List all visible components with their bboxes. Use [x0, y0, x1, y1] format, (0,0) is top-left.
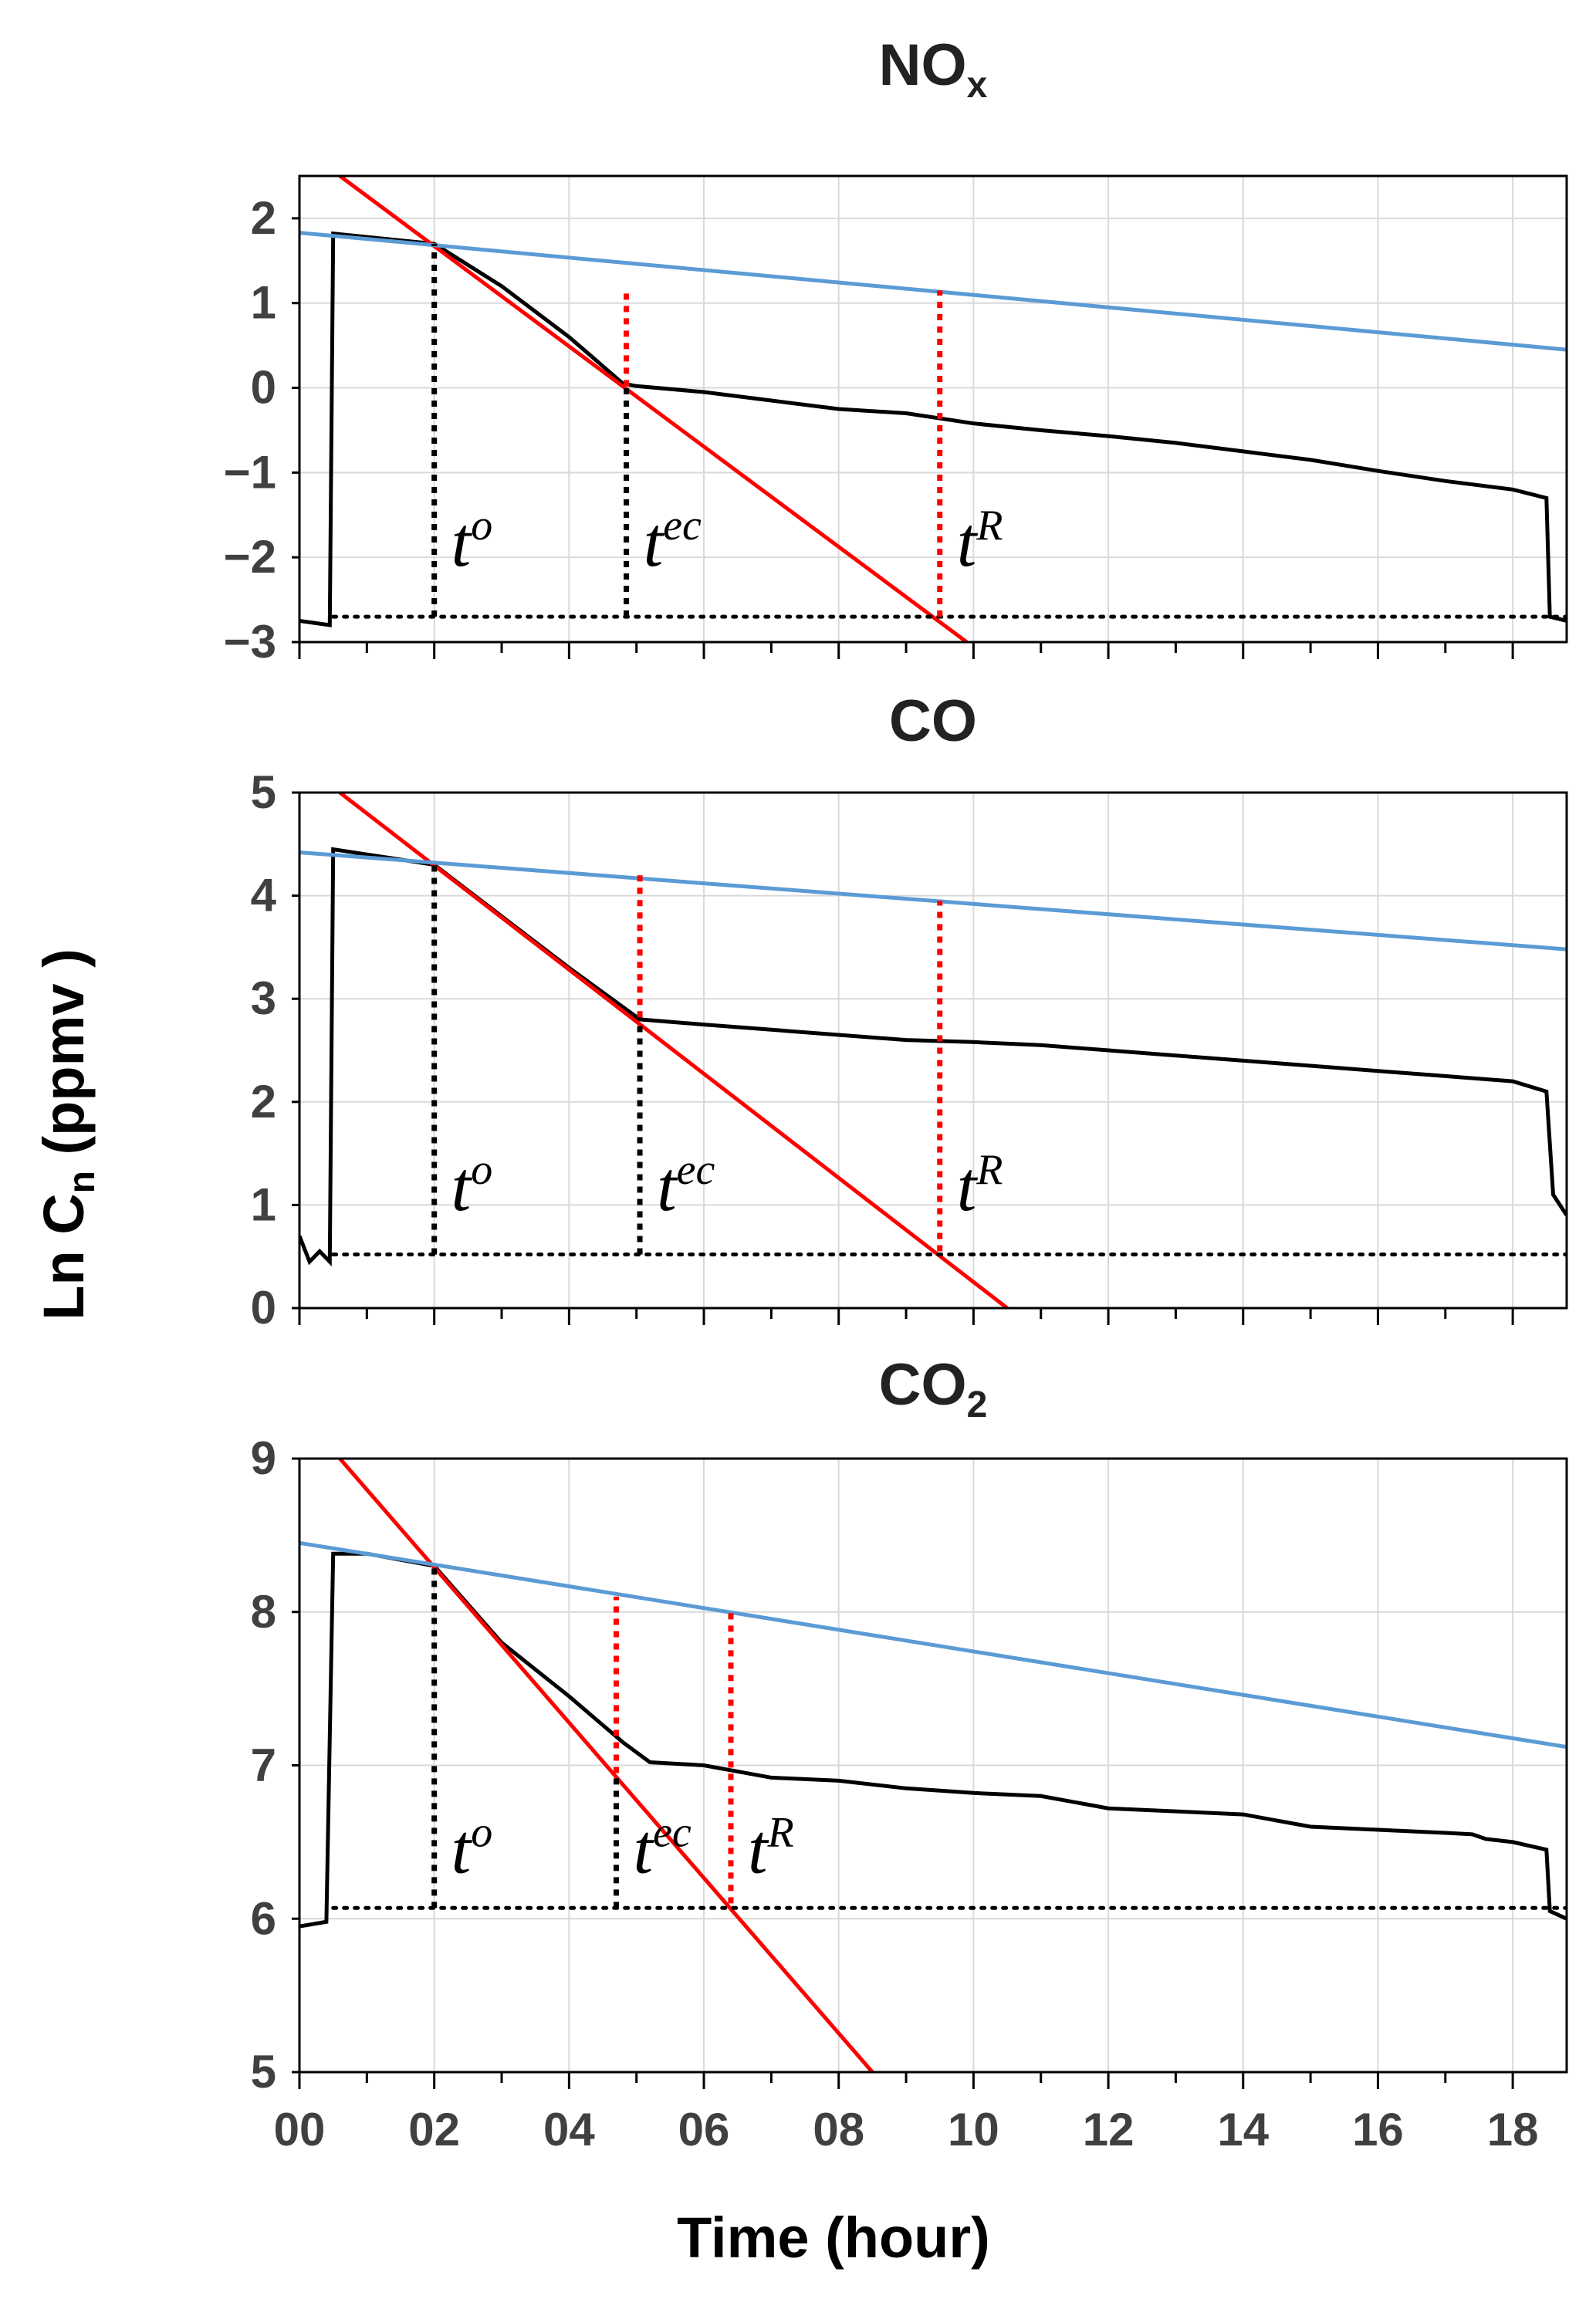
marker-label-main: t: [957, 1147, 979, 1226]
marker-label-main: t: [657, 1147, 678, 1226]
y-tick-label: 0: [251, 1282, 276, 1334]
plot-area: [299, 793, 1567, 1308]
x-tick-label: 10: [948, 2104, 999, 2155]
x-tick-label: 06: [678, 2104, 730, 2155]
x-tick-label: 00: [274, 2104, 326, 2155]
y-tick-label: 2: [251, 1076, 276, 1128]
chart-title: NOx: [879, 32, 988, 106]
chart-title-main: NO: [879, 32, 967, 98]
y-tick-label: 1: [251, 277, 276, 329]
marker-label-t-ec: tec: [657, 1146, 715, 1226]
y-tick-label: −2: [224, 531, 276, 583]
x-tick-label: 04: [543, 2104, 595, 2155]
y-tick-label: 8: [251, 1586, 276, 1638]
chart-title-main: CO: [879, 1352, 967, 1418]
marker-label-t-ec: tec: [634, 1809, 691, 1888]
y-tick-label: 7: [251, 1739, 276, 1791]
marker-label-main: t: [451, 1810, 473, 1888]
plot-frame: [298, 174, 1568, 644]
x-tick-label: 12: [1083, 2104, 1134, 2155]
y-tick-label: 3: [251, 972, 276, 1024]
x-tick-label: 18: [1487, 2104, 1539, 2155]
marker-label-t-R: tR: [957, 1146, 1003, 1226]
plot-area: [299, 1459, 1567, 2072]
y-tick-label: −1: [224, 446, 276, 498]
plot-area: [299, 176, 1567, 642]
marker-label-main: t: [451, 502, 473, 581]
marker-label-t-ec: tec: [644, 502, 702, 581]
y-tick-label: 4: [251, 870, 277, 921]
x-tick-label: 02: [408, 2104, 460, 2155]
x-tick-label: 14: [1217, 2104, 1269, 2155]
marker-label-superscript: ec: [663, 502, 702, 549]
marker-label-main: t: [957, 502, 979, 581]
y-tick-label: 2: [251, 192, 276, 244]
y-tick-label: 0: [251, 362, 276, 414]
marker-label-superscript: ec: [653, 1809, 691, 1857]
y-tick-label: 6: [251, 1892, 276, 1944]
y-tick-label: 5: [251, 2046, 276, 2098]
y-axis-label-main: Ln C: [32, 1193, 96, 1320]
marker-label-t-R: tR: [748, 1809, 794, 1888]
series-measured: [299, 1551, 1567, 1929]
series-fast-decay-fit: [338, 176, 969, 642]
x-tick-label: 16: [1352, 2104, 1404, 2155]
chart-title-subscript: x: [967, 65, 988, 106]
x-tick-label: 08: [813, 2104, 864, 2155]
marker-label-main: t: [748, 1810, 769, 1888]
series-fast-decay-fit: [338, 1459, 874, 2072]
chart-title: CO2: [879, 1352, 988, 1425]
series-slow-decay-fit: [299, 231, 1567, 352]
marker-label-superscript: o: [471, 1809, 492, 1857]
plot-frame: [298, 791, 1568, 1310]
marker-label-t-o: to: [451, 1809, 493, 1888]
marker-label-main: t: [451, 1147, 473, 1226]
chart-title: CO: [889, 688, 977, 754]
marker-label-superscript: R: [976, 1146, 1003, 1194]
y-tick-label: 9: [251, 1432, 276, 1484]
marker-label-main: t: [634, 1810, 655, 1888]
y-tick-label: 1: [251, 1178, 276, 1230]
x-axis-label: Time (hour): [677, 2206, 990, 2270]
y-axis-label: Ln Cn (ppmv ): [32, 948, 103, 1320]
plot-frame: [298, 1457, 1568, 2074]
series-slow-decay-fit: [299, 850, 1567, 952]
series-measured: [299, 847, 1567, 1266]
marker-label-main: t: [644, 502, 665, 581]
marker-label-superscript: o: [471, 1146, 492, 1194]
chart-title-subscript: 2: [967, 1384, 988, 1425]
y-tick-label: 5: [251, 766, 276, 818]
marker-label-superscript: R: [767, 1809, 794, 1857]
marker-label-superscript: ec: [677, 1146, 715, 1194]
marker-label-superscript: R: [976, 502, 1003, 549]
marker-label-t-o: to: [451, 1146, 493, 1226]
chart-title-main: CO: [889, 688, 977, 754]
series-fast-decay-fit: [338, 793, 1009, 1308]
y-axis-label-subscript: n: [62, 1171, 103, 1193]
marker-label-t-R: tR: [957, 502, 1003, 581]
y-tick-label: −3: [224, 616, 276, 668]
y-axis-label-unit: (ppmv ): [32, 948, 96, 1171]
marker-label-t-o: to: [451, 502, 493, 581]
series-slow-decay-fit: [299, 1540, 1567, 1750]
marker-label-superscript: o: [471, 502, 492, 549]
